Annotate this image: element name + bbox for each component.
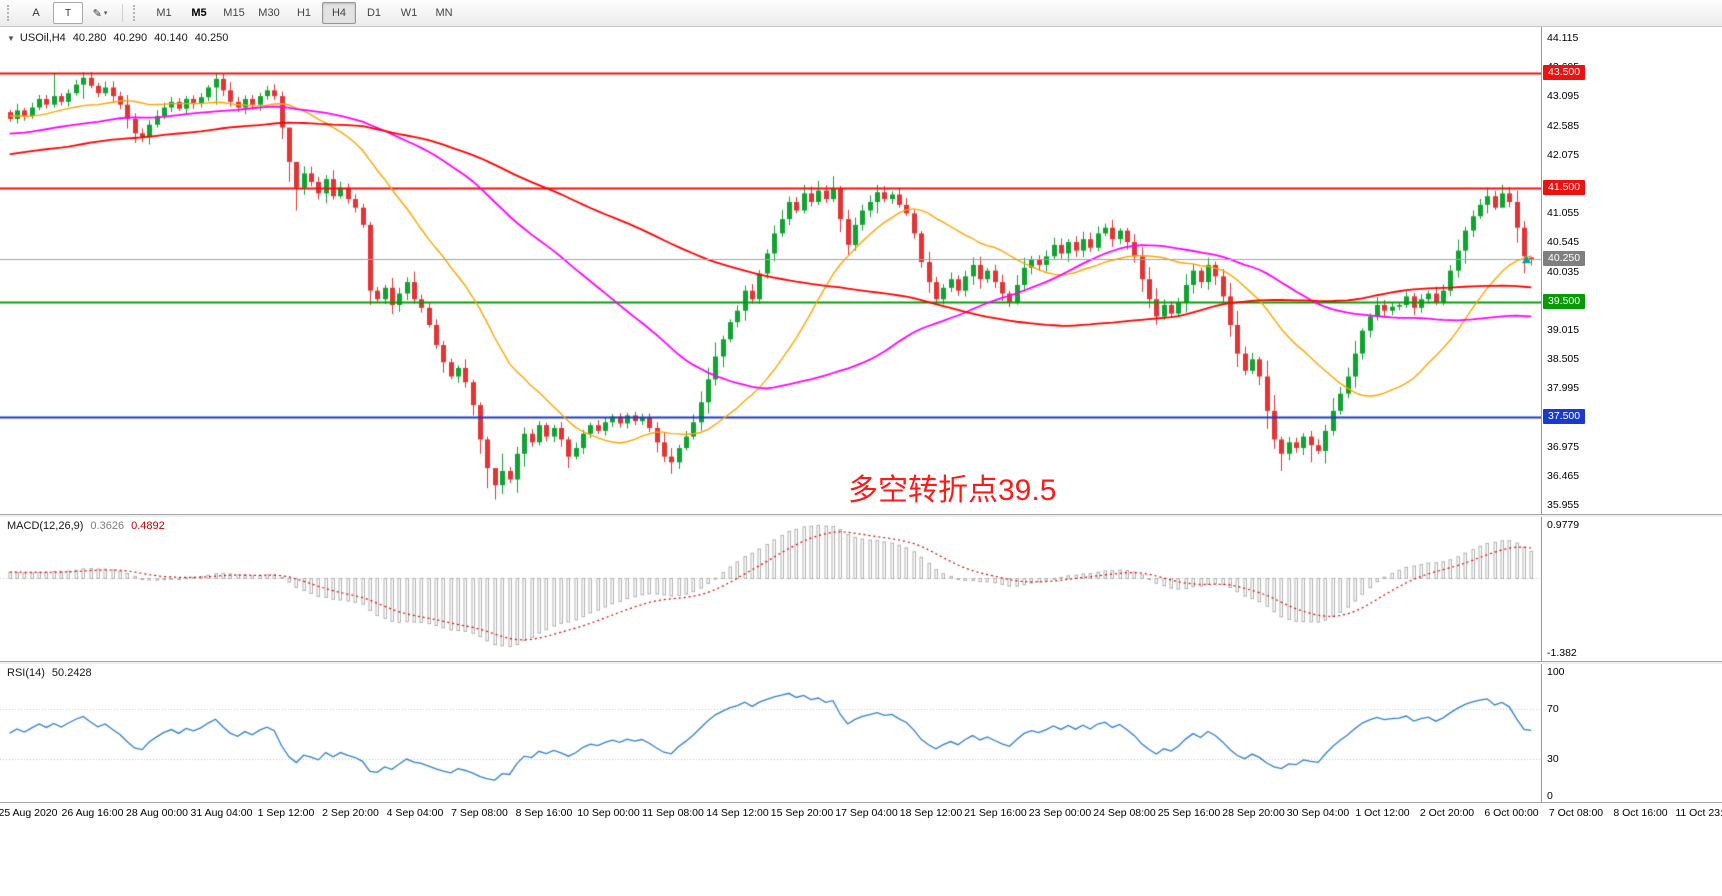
price-axis[interactable]: 44.11543.60543.09542.58542.07541.56541.0… bbox=[1541, 27, 1722, 514]
time-axis-label: 7 Oct 08:00 bbox=[1548, 807, 1604, 819]
collapse-icon[interactable]: ▼ bbox=[7, 33, 15, 43]
level-price-badge: 43.500 bbox=[1543, 65, 1586, 81]
price-axis-label: 36.465 bbox=[1547, 469, 1580, 482]
macd-value-signal: 0.4892 bbox=[131, 520, 165, 532]
rsi-value: 50.2428 bbox=[51, 667, 92, 679]
time-axis-label: 28 Aug 00:00 bbox=[126, 807, 188, 819]
macd-label: MACD(12,26,9) bbox=[7, 520, 84, 532]
timeframe-button-m5[interactable]: M5 bbox=[191, 7, 207, 19]
price-axis-label: 40.035 bbox=[1547, 265, 1580, 278]
timeframe-button-mn[interactable]: MN bbox=[435, 7, 453, 19]
time-axis-label: 8 Oct 16:00 bbox=[1613, 807, 1668, 819]
timeframe-button-h1[interactable]: H1 bbox=[296, 7, 312, 19]
timeframe-button-h4[interactable]: H4 bbox=[322, 2, 356, 24]
timeframe-button-w1[interactable]: W1 bbox=[400, 7, 418, 19]
panel-resize-divider[interactable] bbox=[0, 661, 1722, 664]
time-axis-label: 28 Sep 20:00 bbox=[1222, 807, 1285, 819]
chevron-down-icon: ▾ bbox=[103, 10, 108, 17]
text-tool-button[interactable]: T bbox=[53, 2, 83, 24]
time-axis-label: 11 Sep 08:00 bbox=[642, 807, 704, 819]
ohlc-high: 40.290 bbox=[113, 32, 148, 44]
rsi-axis-label: 30 bbox=[1547, 752, 1559, 765]
price-axis-label: 43.095 bbox=[1547, 90, 1580, 103]
time-axis-label: 23 Sep 00:00 bbox=[1028, 807, 1092, 819]
rsi-header: RSI(14) 50.2428 bbox=[7, 667, 92, 679]
time-axis-label: 1 Oct 12:00 bbox=[1355, 807, 1410, 819]
price-axis-label: 37.995 bbox=[1547, 382, 1580, 395]
timeframe-button-m30[interactable]: M30 bbox=[258, 7, 280, 19]
pencil-icon: ✎ bbox=[92, 7, 102, 20]
time-axis-label: 11 Oct 23:00 bbox=[1675, 807, 1722, 819]
symbol-name: USOil,H4 bbox=[19, 32, 66, 44]
time-axis[interactable]: 25 Aug 2020 26 Aug 16:00 28 Aug 00:00 31 Au… bbox=[0, 802, 1722, 824]
timeframe-group: M1 M5 M15 M30 H1 H4 D1 W1 MN bbox=[147, 2, 461, 24]
timeframe-button-m1[interactable]: M1 bbox=[156, 7, 172, 19]
time-axis-label: 10 Sep 00:00 bbox=[577, 807, 640, 819]
price-axis-label: 39.015 bbox=[1547, 323, 1580, 336]
rsi-axis-label: 100 bbox=[1547, 666, 1565, 678]
macd-panel: MACD(12,26,9) 0.3626 0.4892 0.9779 -1.382 bbox=[0, 517, 1722, 661]
time-axis-label: 26 Aug 16:00 bbox=[61, 807, 124, 819]
rsi-label: RSI(14) bbox=[7, 667, 45, 679]
time-axis-label: 8 Sep 16:00 bbox=[515, 807, 573, 819]
price-axis-label: 41.055 bbox=[1547, 207, 1580, 220]
time-axis-label: 24 Sep 08:00 bbox=[1093, 807, 1156, 819]
price-axis-label: 44.115 bbox=[1547, 32, 1579, 44]
price-chart-canvas[interactable] bbox=[0, 27, 1541, 514]
current-price-badge: 40.250 bbox=[1543, 251, 1586, 267]
panel-resize-divider[interactable] bbox=[0, 514, 1722, 517]
time-axis-label: 14 Sep 12:00 bbox=[706, 807, 769, 819]
toolbar: A T ✎ ▾ M1 M5 M15 M30 H1 H4 D1 W1 MN bbox=[0, 0, 1722, 27]
time-axis-label: 6 Oct 00:00 bbox=[1484, 807, 1539, 819]
toolbar-grip-handle[interactable] bbox=[7, 5, 13, 21]
rsi-axis[interactable]: 100 70 30 0 bbox=[1541, 664, 1722, 802]
time-axis-label: 15 Sep 20:00 bbox=[770, 807, 834, 819]
time-axis-label: 25 Aug 2020 bbox=[0, 807, 58, 819]
macd-axis-label: 0.9779 bbox=[1547, 519, 1580, 531]
time-axis-label: 18 Sep 12:00 bbox=[899, 807, 963, 819]
time-axis-label: 25 Sep 16:00 bbox=[1157, 807, 1221, 819]
timeframe-button-m15[interactable]: M15 bbox=[223, 7, 245, 19]
time-axis-label: 2 Sep 20:00 bbox=[322, 807, 379, 819]
time-axis-label: 7 Sep 08:00 bbox=[451, 807, 508, 819]
time-axis-label: 2 Oct 20:00 bbox=[1419, 807, 1475, 819]
time-axis-label: 4 Sep 04:00 bbox=[386, 807, 444, 819]
rsi-axis-label: 0 bbox=[1547, 790, 1553, 802]
price-panel: ▼ USOil,H4 40.280 40.290 40.140 40.250 多… bbox=[0, 27, 1722, 514]
shapes-tool-button[interactable]: ✎ ▾ bbox=[85, 2, 115, 24]
time-axis-label: 17 Sep 04:00 bbox=[835, 807, 898, 819]
chart-annotation[interactable]: 多空转折点39.5 bbox=[848, 474, 1057, 507]
price-axis-label: 36.975 bbox=[1547, 440, 1580, 453]
macd-value-main: 0.3626 bbox=[90, 520, 125, 532]
rsi-canvas[interactable] bbox=[0, 664, 1541, 802]
macd-canvas[interactable] bbox=[0, 517, 1541, 661]
rsi-axis-label: 70 bbox=[1547, 703, 1559, 716]
level-price-badge: 39.500 bbox=[1543, 294, 1586, 310]
rsi-panel: RSI(14) 50.2428 100 70 30 0 bbox=[0, 664, 1722, 802]
macd-axis-label: -1.382 bbox=[1547, 647, 1577, 659]
ohlc-low: 40.140 bbox=[154, 32, 188, 44]
price-axis-label: 38.505 bbox=[1547, 353, 1580, 366]
symbol-ohlc-line: ▼ USOil,H4 40.280 40.290 40.140 40.250 bbox=[7, 32, 228, 44]
label-tool-button[interactable]: A bbox=[32, 7, 40, 19]
time-axis-label: 1 Sep 12:00 bbox=[257, 807, 315, 819]
price-axis-label: 42.075 bbox=[1547, 148, 1580, 161]
timeframe-button-d1[interactable]: D1 bbox=[366, 7, 382, 19]
price-axis-label: 35.955 bbox=[1547, 499, 1580, 511]
ohlc-close: 40.250 bbox=[194, 32, 229, 44]
level-price-badge: 41.500 bbox=[1543, 179, 1586, 195]
level-price-badge: 37.500 bbox=[1543, 408, 1586, 424]
toolbar-separator bbox=[122, 4, 123, 22]
time-axis-label: 31 Aug 04:00 bbox=[190, 807, 253, 819]
price-axis-label: 40.545 bbox=[1547, 236, 1580, 249]
ohlc-open: 40.280 bbox=[72, 32, 107, 44]
price-axis-label: 42.585 bbox=[1547, 119, 1580, 132]
macd-header: MACD(12,26,9) 0.3626 0.4892 bbox=[7, 520, 165, 532]
macd-axis[interactable]: 0.9779 -1.382 bbox=[1541, 517, 1722, 661]
toolbar-grip-handle[interactable] bbox=[133, 5, 139, 21]
time-axis-label: 21 Sep 16:00 bbox=[964, 807, 1027, 819]
time-axis-label: 30 Sep 04:00 bbox=[1286, 807, 1350, 819]
